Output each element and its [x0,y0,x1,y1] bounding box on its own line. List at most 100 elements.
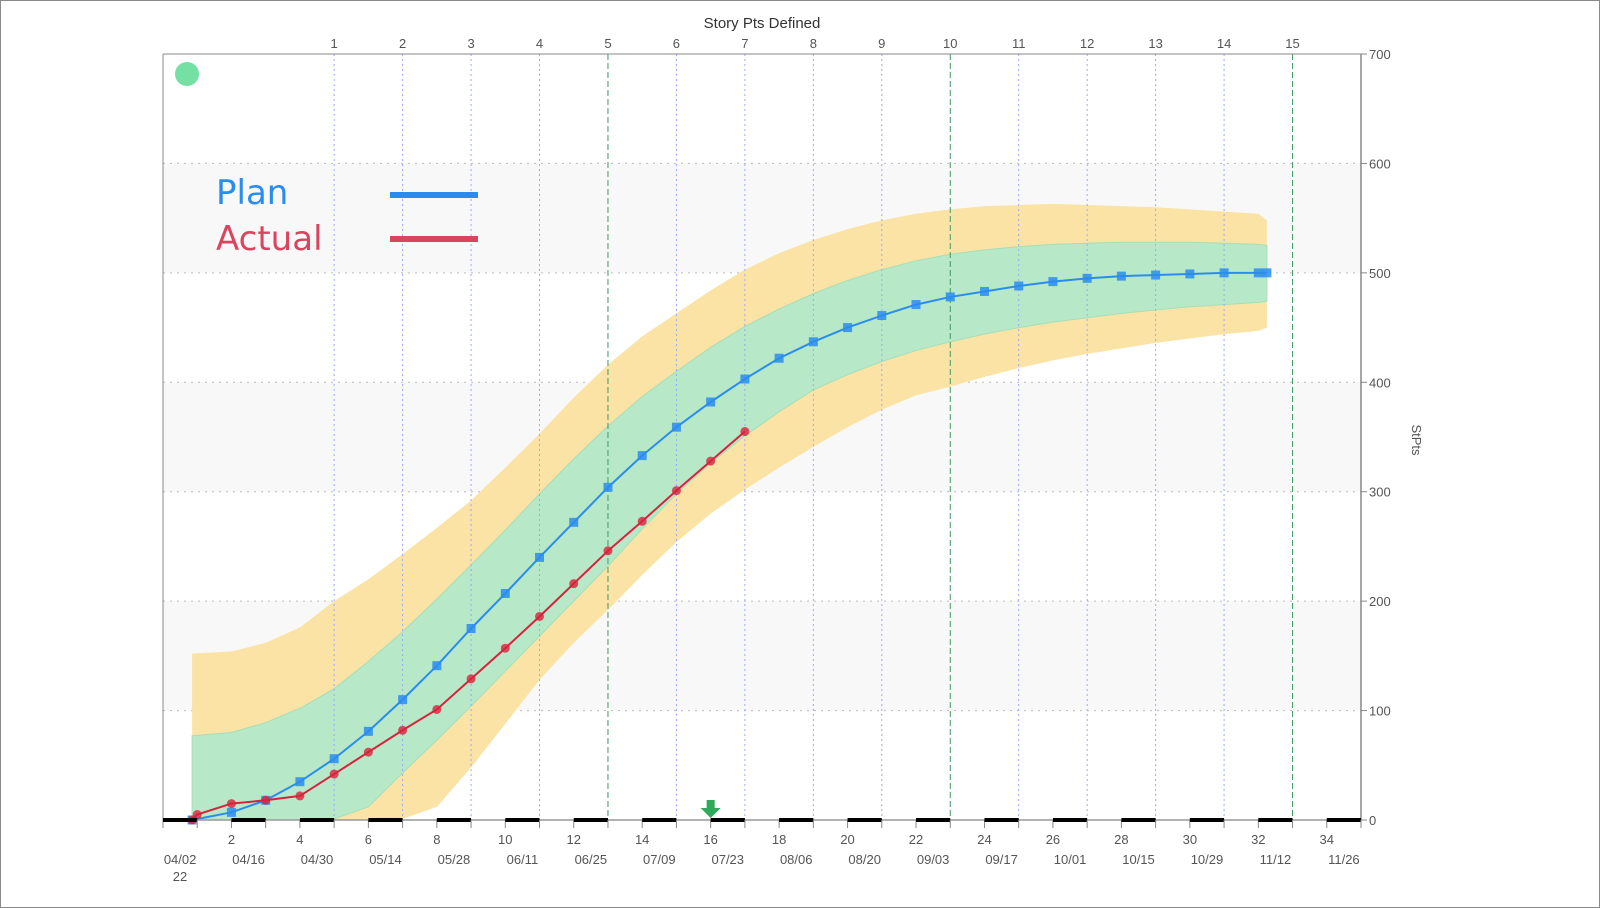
actual-point [398,725,408,735]
plan-point [329,754,339,764]
y-tick-label: 200 [1369,594,1391,609]
plan-point [535,552,545,562]
sprint-week-bar [779,818,814,822]
sprint-week-bar [1258,818,1293,822]
x-date-label: 11/26 [1328,852,1360,867]
x-week-label: 22 [909,832,923,847]
sprint-label: 9 [878,36,885,51]
actual-point [226,799,236,809]
plan-point [671,422,681,432]
sprint-week-bar [573,818,608,822]
plan-point [1082,273,1092,283]
sprint-week-bar [163,818,198,822]
sprint-week-bar [505,818,540,822]
sprint-week-bar [1052,818,1088,822]
plan-point [569,517,579,527]
x-week-label: 28 [1114,832,1128,847]
legend-plan-label: Plan [216,173,288,213]
chart-title: Story Pts Defined [704,15,821,32]
actual-point [295,791,305,801]
x-week-label: 14 [635,832,649,847]
x-date-label: 06/25 [575,852,608,867]
series-layer [187,268,1272,825]
sprint-week-bar [984,818,1019,822]
y-tick-label: 500 [1369,266,1391,281]
plan-point [226,807,236,817]
plan-point [466,624,476,633]
legend-actual-label: Actual [216,219,323,259]
sprint-week-bar [368,818,403,822]
y-tick-label: 600 [1369,156,1391,171]
sprint-week-bar [1189,818,1225,822]
actual-point [706,456,716,466]
x-week-label: 2 [228,832,235,847]
sprint-label: 8 [810,36,817,51]
sprint-label: 11 [1012,36,1026,51]
plan-point [500,588,510,598]
confidence-bands [191,203,1268,821]
actual-point [192,810,202,820]
x-date-label: 10/29 [1191,852,1224,867]
sprint-week-bar [1326,818,1361,822]
sprint-label: 13 [1148,36,1162,51]
plan-point [637,451,647,461]
x-date-label: 04/30 [301,852,334,867]
sprint-label: 10 [943,36,957,51]
y-tick-label: 100 [1369,704,1391,719]
actual-point [329,769,339,779]
x-week-label: 24 [977,832,991,847]
sprint-week-bar [436,818,472,822]
plan-point [740,374,750,384]
actual-point [363,747,373,757]
actual-point [637,516,647,526]
x-date-label: 07/23 [711,852,744,867]
sprint-week-bar [299,818,335,822]
plan-point [1262,268,1272,278]
x-week-label: 26 [1046,832,1060,847]
plan-point [979,286,989,296]
plan-point [774,353,784,363]
status-indicator-icon [175,62,199,86]
x-week-label: 10 [498,832,512,847]
sprint-week-bar [231,818,266,822]
x-week-label: 32 [1251,832,1265,847]
actual-point [500,643,510,653]
x-week-label: 20 [840,832,854,847]
today-arrow-icon [700,800,721,818]
sprint-label: 4 [536,36,543,51]
sprint-label: 7 [741,36,748,51]
plan-point [1116,271,1126,281]
sprint-week-bar [642,818,677,822]
x-week-label: 34 [1320,832,1334,847]
y-tick-label: 700 [1369,47,1391,62]
plan-point [1219,268,1229,278]
sprint-label: 3 [467,36,474,51]
x-date-label: 04/02 [164,852,197,867]
sprint-week-bar [916,818,951,822]
x-date-year: 22 [173,869,187,884]
x-week-label: 12 [567,832,581,847]
x-week-label: 4 [296,832,303,847]
x-week-label: 30 [1183,832,1197,847]
sprint-lines: 1 2 3 4 5 6 7 8 9 10 11 12 13 14 15 [331,36,1300,820]
sprint-label: 2 [399,36,406,51]
plan-point [1185,269,1195,279]
x-date-label: 06/11 [507,852,539,867]
actual-point [740,427,750,437]
plan-point [1048,277,1058,287]
x-week-label: 16 [703,832,717,847]
plan-point [398,695,408,705]
y-tick-label: 400 [1369,375,1391,390]
actual-point [535,611,545,621]
sprint-label: 12 [1080,36,1094,51]
sprint-label: 1 [331,36,338,51]
x-date-label: 07/09 [643,852,676,867]
legend-actual-swatch [390,236,478,242]
actual-point [261,795,271,805]
legend-plan-swatch [390,192,478,198]
inner-band [191,241,1268,821]
actual-point [432,704,442,714]
x-date-label: 05/14 [369,852,402,867]
x-week-label: 18 [772,832,786,847]
